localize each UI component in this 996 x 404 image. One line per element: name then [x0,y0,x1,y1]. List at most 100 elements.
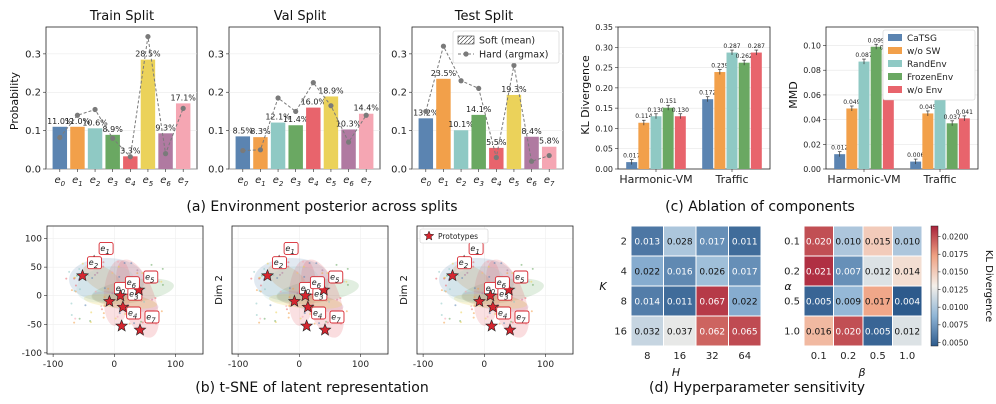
kl-bar [726,52,738,170]
tsne-point [292,287,295,290]
heat-kh-xtick-label: 8 [644,351,650,362]
mmd-bar [858,61,870,169]
tsne-point [155,323,158,326]
heat-ab-cell [803,225,834,257]
kl-bar [750,52,762,170]
tsne-prototype-label: e2 [274,258,284,270]
val-hard-point [293,108,299,115]
mmd-ytick-label: 0.00 [803,165,821,174]
train-value-label: 10.6% [82,118,108,127]
train-bar [123,156,138,169]
tsne-point [74,317,77,320]
train-ytick-label: 0.0 [25,165,41,176]
mmd-bar [910,161,922,169]
tsne-point [96,271,99,274]
tsne-point [91,277,94,280]
kl-ytick-label: 0.15 [595,104,613,113]
tsne-point [263,288,266,291]
heat-kh-xtick-label: 16 [673,351,686,362]
tsne-point [345,280,348,283]
tsne-point [481,271,484,274]
test-bar [436,78,451,169]
tsne-prototype-star [318,323,332,336]
heat-kh-cell-label: 0.014 [634,298,660,308]
tsne-point [493,262,496,265]
tsne-point [141,272,144,275]
tsne-xtick-label: 0 [296,360,302,370]
tsne-point [102,316,105,319]
tsne-point [454,304,457,307]
tsne-point [288,287,291,290]
heat-ab-cell-label: 0.016 [806,328,832,338]
tsne-point [473,305,476,308]
train-xtick-label: e2 [90,175,101,188]
tsne-point [511,272,514,275]
tsne-point [303,312,306,315]
tsne-prototype-label: e6 [127,278,137,290]
val-xtick-label: e5 [326,175,337,188]
tsne-point [154,297,157,300]
heat-kh-ytick-label: 8 [621,297,627,308]
tsne-cluster-ellipse [462,291,529,312]
tsne-point [443,321,446,324]
kl-ytick-label: 0.35 [595,23,613,32]
tsne-prototype-label-box [126,306,142,320]
tsne-prototype-label: e4 [498,309,507,321]
mmd-value-label: 0.087 [855,52,872,59]
heat-ab-cell-label: 0.005 [865,328,891,338]
tsne-point [513,300,516,303]
colorbar-tick-label: 0.0150 [942,268,968,277]
heat-ab-ytick-label: 0.5 [784,297,800,308]
heat-kh-ytick-label: 4 [621,267,627,278]
kl-category-label: Harmonic-VM [619,173,692,186]
tsne-point [73,289,76,292]
val-value-label: 11.4% [283,115,309,124]
heat-kh-cell-label: 0.022 [732,298,758,308]
tsne-legend-star [423,230,435,241]
test-xtick-label: e1 [438,175,449,188]
tsne-point [303,275,306,278]
tsne-point [276,277,279,280]
val-bar [288,125,303,169]
tsne-prototype-label-box [514,310,530,324]
tsne-point [494,312,497,315]
train-plot: 0.0 0.1 0.2 0.3 11.0% e0 11.0% e1 10.6% e2 8.9% e3 3… [25,26,198,188]
tsne-point [506,272,509,275]
tsne-point [70,289,73,292]
tsne-point [123,262,126,265]
tsne-point [444,317,447,320]
train-xtick-label: e3 [107,175,118,188]
tsne-point [466,271,469,274]
kl-value-label: 0.287 [723,43,740,50]
tsne-prototype-label: e5 [145,273,155,285]
val-bar [358,113,374,169]
tsne-xtick-label: 100 [537,360,554,370]
val-value-label: 14.4% [353,104,379,113]
heat-ab-cell-label: 0.012 [894,328,920,338]
test-split-chart: Test Split [454,9,514,24]
tsne-point [272,274,275,277]
tsne-point [130,262,133,265]
tsne-prototype-label: e0 [301,284,311,296]
tsne-point [302,265,305,268]
test-xtick-label: e0 [421,175,432,188]
val-ytick-label: 0.3 [208,49,224,60]
colorbar-label: KL Divergence [983,250,994,322]
mmd-legend-swatch [888,34,902,41]
test-bar [453,130,469,169]
tsne-cluster-ellipse [267,263,307,294]
val-hard-point [345,139,352,145]
tsne-point [440,314,443,317]
tsne-xtick-label: 0 [111,360,117,370]
test-value-label: 10.1% [448,120,474,129]
tsne-ylabel-2: Dim 2 [399,275,410,305]
tsne-point [498,322,501,325]
tsne-prototype-label: e1 [470,244,479,256]
train-hard-line [59,36,184,158]
tsne-prototype-label-box [329,310,345,324]
val-xtick-label: e0 [238,175,249,188]
tsne-prototype-label: e1 [100,244,109,256]
